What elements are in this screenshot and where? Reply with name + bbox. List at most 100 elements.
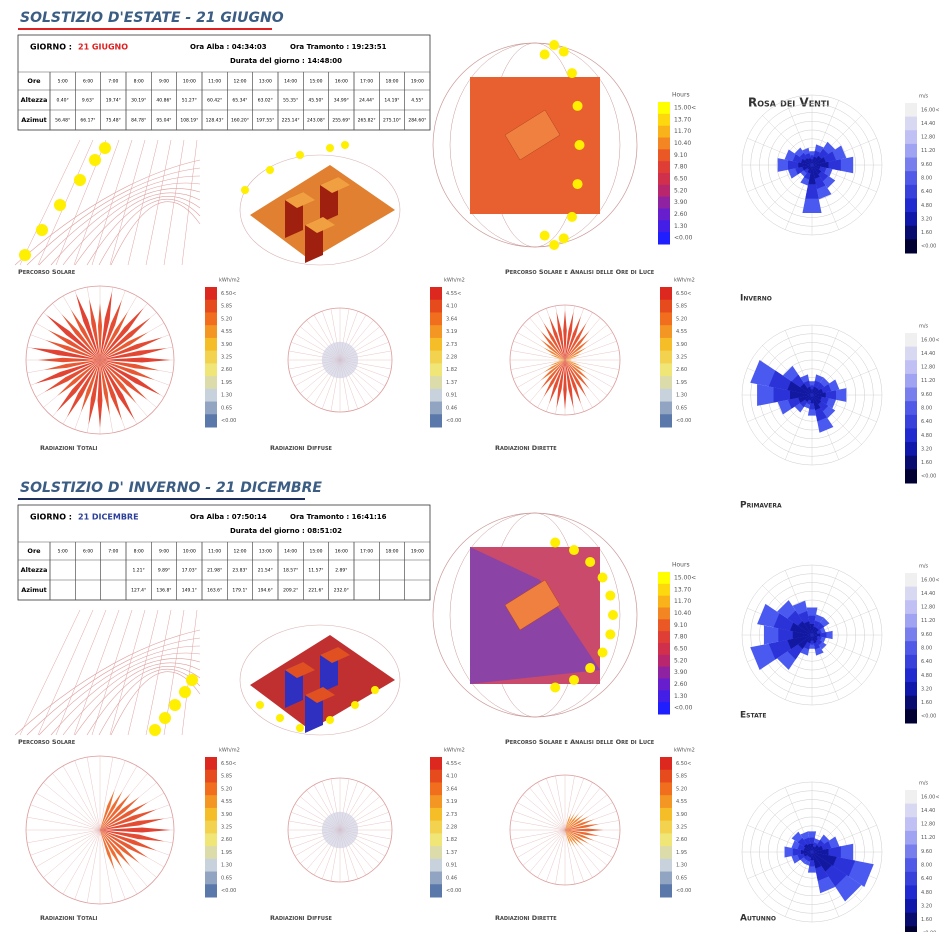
- legend-label: 6.50<: [676, 761, 691, 767]
- legend-label: 11.20: [921, 378, 935, 384]
- polar-spoke: [555, 775, 566, 831]
- table-cell: 17:00: [360, 549, 373, 555]
- legend-swatch: [905, 387, 917, 402]
- rose-petal: [812, 392, 826, 398]
- legend-label: 3.25: [676, 825, 687, 831]
- legend-swatch: [905, 695, 917, 710]
- radiation-petal: [549, 360, 565, 366]
- radiation-petal: [48, 330, 100, 360]
- rose-petal: [812, 628, 819, 635]
- rose-petal: [812, 635, 818, 641]
- sun-position: [585, 556, 596, 567]
- radiation-petal: [565, 813, 572, 830]
- legend-swatch: [905, 641, 917, 656]
- legend-swatch: [905, 184, 917, 199]
- legend-swatch: [660, 414, 672, 428]
- legend-swatch: [430, 833, 442, 847]
- legend-swatch: [658, 572, 670, 585]
- legend-swatch: [905, 239, 917, 254]
- legend-label: 2.60: [674, 681, 688, 688]
- legend-label: 9.60: [921, 849, 932, 855]
- legend-label: 5.20: [674, 657, 688, 664]
- radiation-petal: [100, 830, 115, 870]
- radiation-petal: [549, 360, 565, 404]
- model-ground: [239, 154, 401, 266]
- sun-path-arc: [26, 637, 201, 736]
- radiation-petal: [100, 360, 122, 421]
- legend-label: 5.20: [676, 316, 687, 322]
- legend-swatch: [658, 196, 670, 209]
- sun-position: [89, 154, 101, 166]
- legend-label: <0.00: [921, 714, 936, 720]
- radiation-petal: [100, 830, 140, 863]
- legend-label: 4.55: [221, 799, 232, 805]
- radiation-petal: [565, 330, 590, 360]
- legend-swatch: [205, 795, 217, 809]
- legend-swatch: [660, 401, 672, 415]
- table-cell: 51.27°: [182, 98, 197, 104]
- sunrise: Ora Alba : 07:50:14: [190, 513, 267, 521]
- season-label: Primavera: [740, 501, 782, 511]
- sun-path-meridian: [19, 609, 81, 736]
- legend-label: <0.00: [921, 474, 936, 480]
- legend-swatch: [905, 442, 917, 457]
- caption: Radiazioni Dirette: [495, 914, 557, 922]
- legend-title: m/s: [919, 781, 929, 787]
- rose-petal: [808, 395, 812, 401]
- legend-title: m/s: [919, 324, 929, 330]
- legend-swatch: [205, 782, 217, 796]
- model-block-top: [305, 687, 335, 703]
- legend-swatch: [658, 137, 670, 150]
- legend-label: 6.50<: [676, 291, 691, 297]
- legend-label: 14.40: [921, 591, 935, 597]
- legend-label: 2.60: [221, 837, 232, 843]
- sun-path-meridian: [163, 139, 185, 266]
- legend-swatch: [658, 161, 670, 174]
- table-cell: 8:00: [134, 549, 144, 555]
- table-cell: 14:00: [284, 79, 297, 85]
- legend-label: 12.80: [921, 365, 935, 371]
- legend-label: 0.65: [221, 875, 232, 881]
- sun-position: [341, 141, 349, 149]
- table-cell: 11:00: [208, 79, 221, 85]
- legend-label: 7.80: [674, 634, 688, 641]
- legend-label: 3.90: [221, 342, 232, 348]
- legend-label: 9.10: [674, 152, 688, 159]
- legend-swatch: [658, 125, 670, 138]
- radiation-petal: [565, 322, 587, 360]
- radiation-petal: [100, 791, 123, 830]
- legend-swatch: [905, 333, 917, 348]
- legend-swatch: [658, 149, 670, 162]
- polar-spoke: [529, 787, 566, 831]
- legend-label: 1.95: [221, 380, 232, 386]
- legend-label: 1.30: [221, 393, 232, 399]
- table-cell: 5:00: [58, 549, 68, 555]
- caption: Percorso Solare: [18, 268, 76, 276]
- radiation-petal: [100, 311, 128, 360]
- polar-spoke: [27, 829, 101, 844]
- polar-spoke: [99, 757, 114, 831]
- legend-label: 6.50<: [221, 761, 236, 767]
- table-cell: 18:00: [386, 79, 399, 85]
- radiation-petal: [100, 360, 159, 371]
- rose-petal: [807, 386, 812, 395]
- legend-label: 9.60: [921, 632, 932, 638]
- sun-path-arc: [14, 159, 201, 266]
- table-cell: 149.1°: [182, 588, 197, 594]
- legend-swatch: [658, 619, 670, 632]
- legend-swatch: [430, 287, 442, 301]
- legend-label: 1.30: [676, 863, 687, 869]
- day-label: GIORNO :: [30, 43, 72, 52]
- legend-label: 3.20: [921, 686, 932, 692]
- legend-label: 14.40: [921, 121, 935, 127]
- legend-swatch: [660, 807, 672, 822]
- legend-swatch: [430, 858, 442, 873]
- radiation-petal: [565, 311, 574, 360]
- legend-label: 4.55: [676, 799, 687, 805]
- radiation-petal: [556, 311, 565, 360]
- legend-swatch: [430, 376, 442, 390]
- caption: Percorso Solare: [18, 738, 76, 746]
- legend-swatch: [660, 337, 672, 352]
- sunset: Ora Tramonto : 16:41:16: [290, 513, 387, 521]
- radiation-petal: [35, 360, 100, 384]
